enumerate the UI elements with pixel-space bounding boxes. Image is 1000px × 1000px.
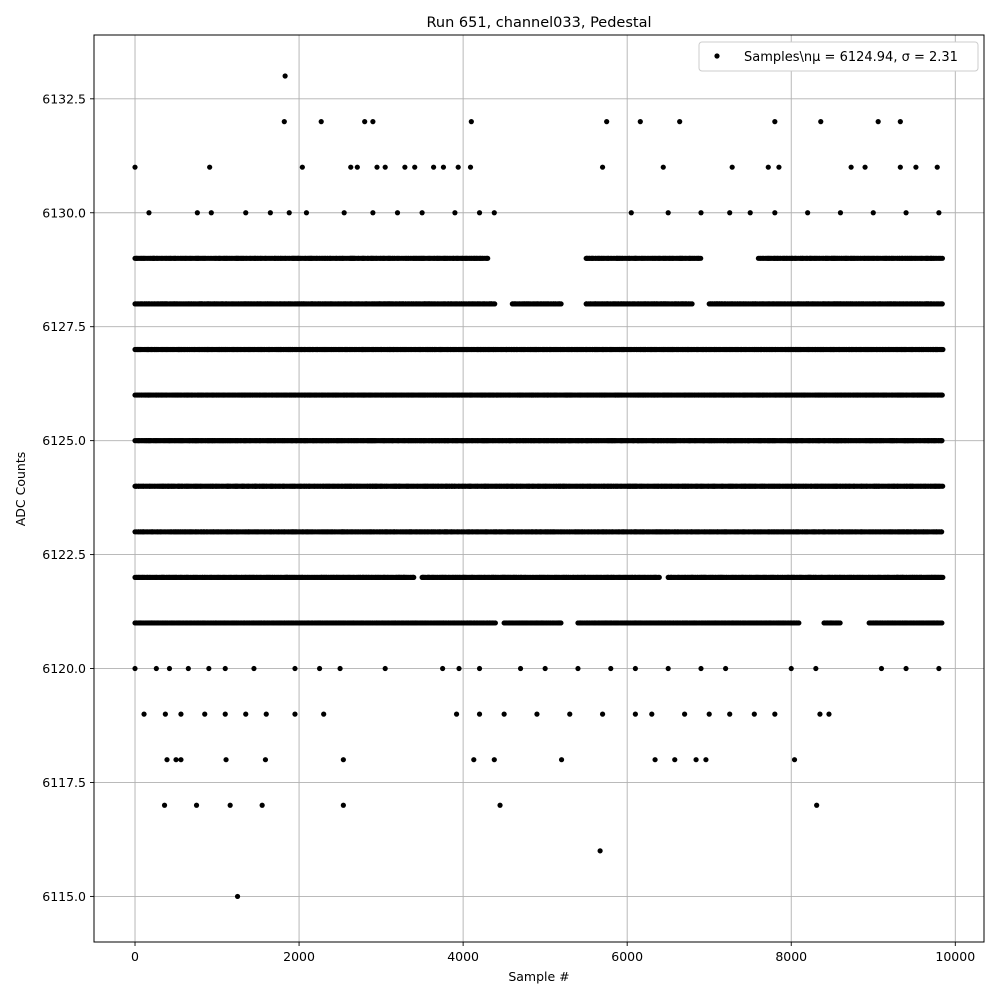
data-point (558, 620, 564, 626)
data-points (132, 73, 946, 900)
data-point (939, 438, 945, 444)
data-point (940, 483, 946, 489)
data-point (837, 620, 843, 626)
data-point (411, 574, 417, 580)
data-point (939, 392, 945, 398)
chart-title: Run 651, channel033, Pedestal (426, 15, 651, 31)
data-point (939, 529, 945, 535)
data-point (939, 620, 945, 626)
data-point (796, 620, 802, 626)
data-point (492, 620, 498, 626)
data-point (656, 574, 662, 580)
data-point (940, 574, 946, 580)
